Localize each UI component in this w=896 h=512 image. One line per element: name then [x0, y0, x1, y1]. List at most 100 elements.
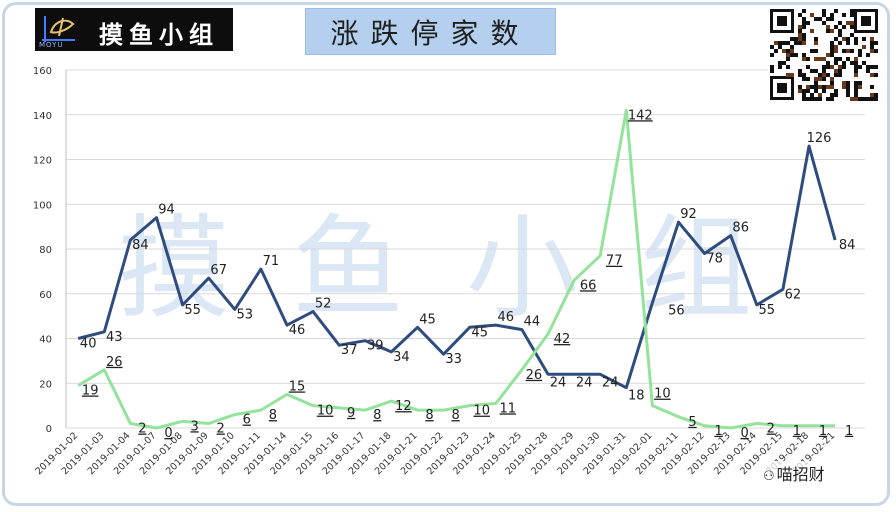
qr-module	[822, 13, 826, 17]
qr-module	[798, 29, 802, 33]
qr-module	[814, 17, 818, 21]
qr-finder-core	[777, 16, 787, 26]
qr-finder-core	[861, 16, 871, 26]
qr-module	[806, 85, 810, 89]
qr-module	[842, 13, 846, 17]
data-label: 33	[445, 352, 462, 367]
qr-module	[858, 53, 862, 57]
data-label: 142	[628, 108, 653, 123]
data-label: 44	[524, 315, 541, 330]
qr-module	[854, 97, 858, 101]
qr-module	[822, 85, 826, 89]
qr-module	[830, 41, 834, 45]
data-label: 8	[425, 408, 433, 423]
qr-module	[846, 93, 850, 97]
qr-module	[802, 17, 806, 21]
qr-module	[838, 29, 842, 33]
qr-module	[866, 97, 870, 101]
qr-module	[798, 85, 802, 89]
data-label: 6	[243, 413, 251, 428]
qr-module	[782, 41, 786, 45]
data-label: 71	[263, 254, 280, 269]
qr-module	[806, 97, 810, 101]
qr-module	[822, 89, 826, 93]
qr-module	[794, 37, 798, 41]
qr-module	[870, 37, 874, 41]
data-label: 40	[80, 337, 97, 352]
qr-module	[814, 49, 818, 53]
qr-module	[814, 37, 818, 41]
qr-module	[814, 81, 818, 85]
qr-module	[802, 37, 806, 41]
data-label: 26	[526, 368, 543, 383]
series-line	[77, 108, 836, 430]
qr-module	[830, 13, 834, 17]
qr-module	[830, 85, 834, 89]
data-label: 55	[184, 303, 201, 318]
qr-module	[810, 69, 814, 73]
qr-module	[822, 57, 826, 61]
qr-module	[826, 97, 830, 101]
data-label: 84	[839, 238, 856, 253]
qr-module	[854, 81, 858, 85]
data-label: 24	[602, 375, 619, 390]
qr-module	[842, 61, 846, 65]
qr-module	[826, 29, 830, 33]
data-label: 67	[210, 263, 227, 278]
qr-module	[874, 41, 878, 45]
qr-module	[846, 21, 850, 25]
data-label: 11	[500, 401, 517, 416]
qr-module	[818, 73, 822, 77]
qr-module	[818, 77, 822, 81]
qr-module	[814, 41, 818, 45]
brand-logo: MOYU 摸鱼小组	[35, 8, 233, 51]
qr-module	[778, 61, 782, 65]
qr-module	[798, 25, 802, 29]
y-tick-label: 160	[33, 66, 52, 77]
qr-module	[850, 21, 854, 25]
qr-module	[810, 97, 814, 101]
qr-module	[790, 37, 794, 41]
qr-module	[810, 85, 814, 89]
qr-module	[850, 49, 854, 53]
qr-module	[786, 57, 790, 61]
qr-module	[858, 81, 862, 85]
qr-module	[850, 13, 854, 17]
qr-module	[846, 57, 850, 61]
qr-module	[778, 65, 782, 69]
qr-module	[826, 61, 830, 65]
qr-module	[814, 57, 818, 61]
data-label: 15	[289, 379, 306, 394]
qr-module	[798, 41, 802, 45]
data-label: 39	[367, 339, 384, 354]
data-label: 46	[289, 323, 306, 338]
qr-module	[846, 49, 850, 53]
qr-module	[790, 45, 794, 49]
qr-module	[818, 93, 822, 97]
qr-module	[862, 45, 866, 49]
qr-module	[854, 57, 858, 61]
qr-module	[822, 77, 826, 81]
qr-module	[802, 77, 806, 81]
qr-module	[854, 93, 858, 97]
qr-module	[798, 37, 802, 41]
qr-module	[838, 69, 842, 73]
qr-module	[826, 17, 830, 21]
qr-module	[846, 89, 850, 93]
qr-module	[838, 73, 842, 77]
data-label: 46	[498, 310, 515, 325]
qr-module	[802, 89, 806, 93]
qr-module	[834, 49, 838, 53]
data-label: 92	[680, 207, 697, 222]
qr-module	[830, 49, 834, 53]
qr-module	[770, 53, 774, 57]
data-label: 126	[807, 131, 832, 146]
qr-code-icon[interactable]	[768, 7, 880, 102]
qr-module	[786, 73, 790, 77]
qr-module	[870, 73, 874, 77]
qr-module	[854, 65, 858, 69]
qr-module	[874, 65, 878, 69]
qr-module	[834, 45, 838, 49]
qr-module	[850, 61, 854, 65]
